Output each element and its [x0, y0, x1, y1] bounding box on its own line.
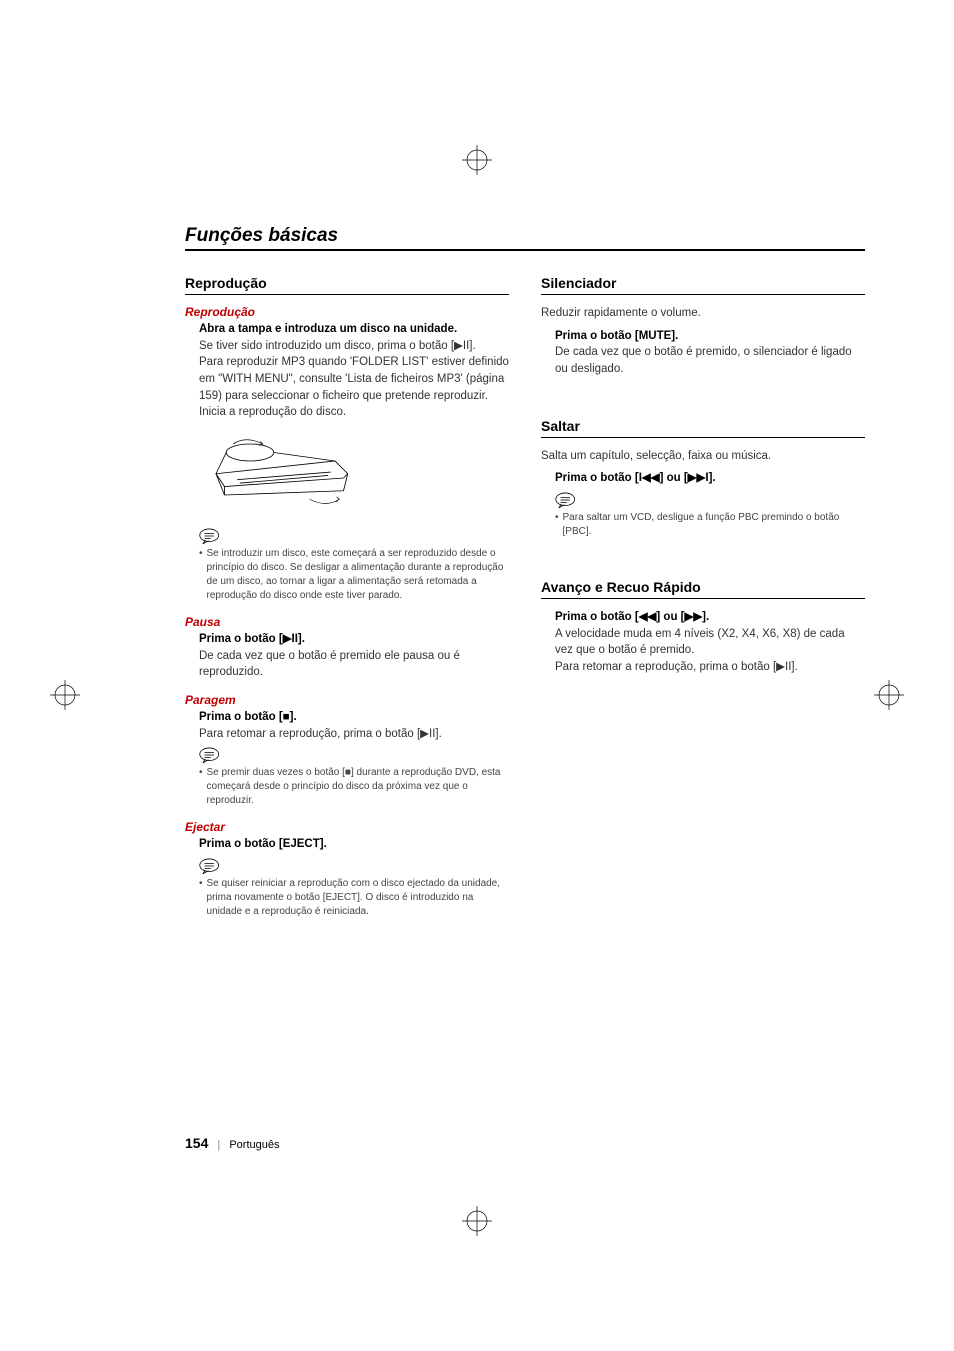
- heading-saltar: Saltar: [541, 418, 865, 438]
- text-salt-intro: Salta um capítulo, selecção, faixa ou mú…: [541, 448, 865, 465]
- note-icon: [199, 527, 509, 545]
- text-if-inserted: Se tiver sido introduzido um disco, prim…: [199, 338, 509, 355]
- registration-mark-top: [462, 145, 492, 175]
- registration-mark-bottom: [462, 1206, 492, 1236]
- registration-mark-left: [50, 680, 80, 710]
- subheading-reproducao: Reprodução: [185, 305, 509, 319]
- text-sil-intro: Reduzir rapidamente o volume.: [541, 305, 865, 322]
- registration-mark-right: [874, 680, 904, 710]
- note-ejectar: •Se quiser reiniciar a reprodução com o …: [185, 877, 509, 919]
- device-illustration: [199, 427, 369, 512]
- text-mp3-note: Para reproduzir MP3 quando 'FOLDER LIST'…: [199, 354, 509, 404]
- text-pausa-desc: De cada vez que o botão é premido ele pa…: [199, 648, 509, 681]
- note-icon: [555, 491, 865, 509]
- subheading-paragem: Paragem: [185, 693, 509, 707]
- subheading-pausa: Pausa: [185, 615, 509, 629]
- note-icon: [199, 857, 509, 875]
- text-start-playback: Inicia a reprodução do disco.: [199, 404, 509, 421]
- text-paragem-press: Prima o botão [■].: [199, 709, 509, 726]
- footer-separator: |: [217, 1139, 220, 1151]
- page-number: 154: [185, 1135, 208, 1151]
- text-sil-desc: De cada vez que o botão é premido, o sil…: [555, 344, 865, 377]
- text-salt-press: Prima o botão [I◀◀] ou [▶▶I].: [555, 470, 865, 487]
- note-saltar: •Para saltar um VCD, desligue a função P…: [541, 511, 865, 539]
- text-av-desc1: A velocidade muda em 4 níveis (X2, X4, X…: [555, 626, 865, 659]
- heading-reproducao: Reprodução: [185, 275, 509, 295]
- heading-silenciador: Silenciador: [541, 275, 865, 295]
- heading-avanco: Avanço e Recuo Rápido: [541, 579, 865, 599]
- page-title: Funções básicas: [185, 225, 865, 251]
- page-footer: 154 | Português: [185, 1135, 280, 1151]
- note-paragem: •Se premir duas vezes o botão [■] durant…: [185, 766, 509, 808]
- note-disc-start: •Se introduzir um disco, este começará a…: [185, 547, 509, 603]
- text-open-lid: Abra a tampa e introduza um disco na uni…: [199, 321, 509, 338]
- right-column: Silenciador Reduzir rapidamente o volume…: [541, 269, 865, 919]
- text-sil-press: Prima o botão [MUTE].: [555, 328, 865, 345]
- note-icon: [199, 746, 509, 764]
- subheading-ejectar: Ejectar: [185, 820, 509, 834]
- left-column: Reprodução Reprodução Abra a tampa e int…: [185, 269, 509, 919]
- text-paragem-desc: Para retomar a reprodução, prima o botão…: [199, 726, 509, 743]
- page-content: Funções básicas Reprodução Reprodução Ab…: [185, 225, 865, 919]
- footer-language: Português: [229, 1139, 279, 1151]
- text-pausa-press: Prima o botão [▶II].: [199, 631, 509, 648]
- text-ejectar-press: Prima o botão [EJECT].: [199, 836, 509, 853]
- text-av-press: Prima o botão [◀◀] ou [▶▶].: [555, 609, 865, 626]
- text-av-desc2: Para retomar a reprodução, prima o botão…: [555, 659, 865, 676]
